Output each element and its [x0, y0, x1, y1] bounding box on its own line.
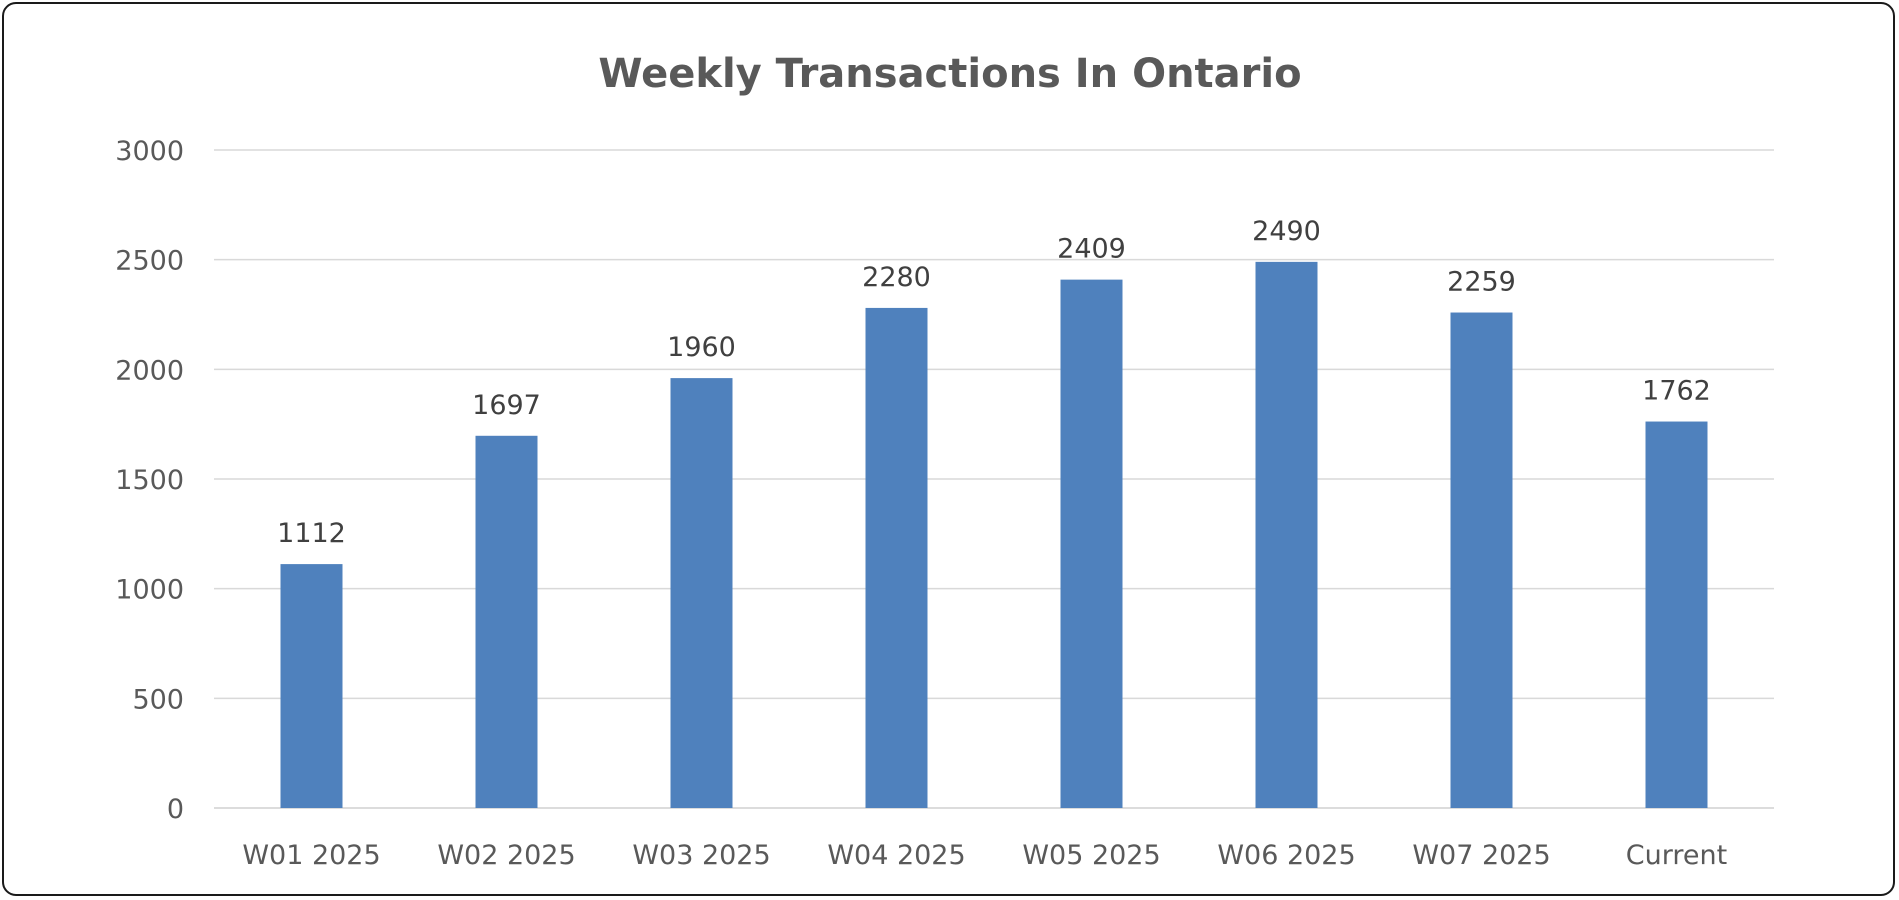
- data-label: 2409: [1057, 234, 1126, 265]
- bar: [670, 378, 733, 808]
- bar: [280, 564, 343, 808]
- data-label: 1960: [667, 332, 736, 363]
- y-axis-ticks: 0 500 1000 1500 2000 2500 3000: [115, 136, 184, 825]
- bar: [1255, 261, 1318, 808]
- data-label: 1762: [1642, 376, 1711, 407]
- y-tick-label: 500: [132, 684, 184, 715]
- y-tick-label: 1000: [115, 575, 184, 606]
- data-label: 2259: [1447, 267, 1516, 298]
- bar: [1645, 421, 1708, 808]
- chart-title: Weekly Transactions In Ontario: [598, 51, 1301, 97]
- y-tick-label: 2500: [115, 246, 184, 277]
- x-tick-label: W03 2025: [632, 840, 770, 871]
- bars: [280, 261, 1708, 809]
- x-tick-label: W01 2025: [242, 840, 380, 871]
- bar: [475, 435, 538, 808]
- data-label: 1112: [277, 518, 346, 549]
- x-axis-ticks: W01 2025 W02 2025 W03 2025 W04 2025 W05 2025…: [242, 840, 1727, 871]
- data-label: 2280: [862, 262, 931, 293]
- x-tick-label: W02 2025: [437, 840, 575, 871]
- x-tick-label: W04 2025: [827, 840, 965, 871]
- bar: [1450, 312, 1513, 808]
- y-tick-label: 1500: [115, 465, 184, 496]
- y-tick-label: 3000: [115, 136, 184, 167]
- x-tick-label: W05 2025: [1022, 840, 1160, 871]
- y-tick-label: 2000: [115, 355, 184, 386]
- data-label: 2490: [1252, 216, 1321, 247]
- y-tick-label: 0: [167, 794, 184, 825]
- x-tick-label: W07 2025: [1412, 840, 1550, 871]
- data-labels: 1112 1697 1960 2280 2409 2490 2259 1762: [277, 216, 1711, 549]
- bar: [865, 307, 928, 808]
- data-label: 1697: [472, 390, 541, 421]
- x-tick-label: W06 2025: [1217, 840, 1355, 871]
- x-tick-label: Current: [1626, 840, 1727, 871]
- gridlines: [214, 149, 1774, 809]
- chart-svg: Weekly Transactions In Ontario 0 500 1000 1…: [115, 51, 1774, 871]
- bar: [1060, 279, 1123, 809]
